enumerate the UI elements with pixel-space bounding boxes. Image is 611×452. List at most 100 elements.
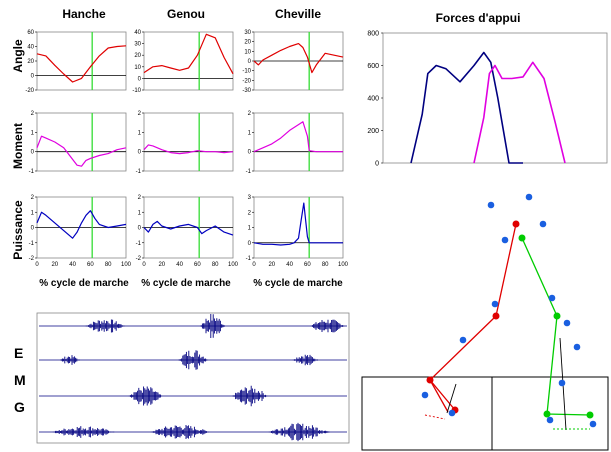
y-tick-label: 400 (367, 96, 379, 103)
y-tick-label: 0 (138, 226, 142, 232)
plots-layer: -200204060-10010203040-30-20-100102030-1… (25, 30, 608, 268)
series-line (143, 33, 234, 75)
y-tick-label: 20 (27, 59, 34, 65)
joint-right (543, 410, 551, 418)
y-tick-label: 0 (31, 150, 35, 156)
plot-moment-ankle: -1 0 1 2 (246, 111, 344, 175)
row-label-angle: Angle (11, 39, 25, 73)
plot-angle-hip: -20 0 20 40 60 (25, 30, 127, 94)
joint-left (512, 220, 520, 228)
emg-burst (128, 385, 268, 407)
y-tick-label: 1 (248, 226, 252, 232)
y-tick-label: 2 (248, 111, 252, 117)
x-tick-label: 20 (51, 262, 58, 268)
plot-angle-ankle: -30 -20 -10 0 10 20 30 (242, 30, 344, 94)
emg-letter-e: E (14, 345, 23, 361)
y-tick-label: 2 (138, 195, 142, 201)
y-tick-label: 40 (134, 30, 141, 36)
series-line (36, 45, 127, 83)
y-tick-label: 40 (27, 45, 34, 51)
x-tick-label: 40 (286, 262, 293, 268)
y-tick-label: -10 (242, 69, 251, 75)
y-tick-label: 600 (367, 63, 379, 70)
y-tick-label: 10 (134, 65, 141, 71)
y-tick-label: 0 (138, 150, 142, 156)
xlabel-ankle: % cycle de marche (253, 278, 343, 289)
x-tick-label: 60 (87, 262, 94, 268)
y-tick-label: -1 (246, 169, 252, 175)
y-tick-label: 2 (31, 111, 35, 117)
marker-dot (491, 300, 499, 308)
x-tick-label: 0 (35, 262, 39, 268)
y-tick-label: 10 (244, 49, 251, 55)
series-line (36, 135, 127, 167)
x-tick-label: 0 (252, 262, 256, 268)
y-tick-label: 1 (138, 210, 142, 216)
marker-dot (525, 193, 533, 201)
plot-frame (143, 112, 234, 172)
marker-dot (573, 343, 581, 351)
y-tick-label: 2 (138, 111, 142, 117)
y-tick-label: 30 (134, 42, 141, 48)
emg-burst (85, 314, 346, 338)
series-line (143, 144, 234, 155)
plot-angle-knee: -10 0 10 20 30 40 (132, 30, 234, 94)
joint-left (492, 312, 500, 320)
x-tick-label: 100 (228, 262, 239, 268)
y-tick-label: 0 (248, 241, 252, 247)
cop-left (424, 414, 446, 420)
x-tick-label: 100 (338, 262, 349, 268)
y-tick-label: 60 (27, 30, 34, 36)
emg-letter-m: M (14, 372, 26, 388)
row-label-power: Puissance (11, 200, 25, 260)
y-tick-label: -1 (29, 241, 35, 247)
plot-moment-hip: -1 0 1 2 (29, 111, 127, 175)
plot-forces: 0 200 400 600 800 (367, 31, 608, 168)
plot-frame (36, 31, 127, 91)
y-tick-label: 20 (244, 40, 251, 46)
y-tick-label: 30 (244, 30, 251, 36)
force-series-right (473, 61, 566, 164)
force-plate-frame (361, 376, 609, 451)
series-line (253, 42, 344, 74)
y-tick-label: 0 (31, 74, 35, 80)
marker-dot (448, 409, 456, 417)
series-line (253, 121, 343, 153)
y-tick-label: 1 (31, 210, 35, 216)
joint-right (518, 234, 526, 242)
x-tick-label: 100 (121, 262, 132, 268)
y-tick-label: -30 (242, 88, 251, 94)
left-leg (429, 223, 517, 411)
marker-dot (487, 201, 495, 209)
force-series-left (410, 51, 523, 164)
marker-dot (501, 236, 509, 244)
y-tick-label: -1 (246, 256, 252, 262)
x-tick-label: 20 (268, 262, 275, 268)
plot-moment-knee: -1 0 1 2 (136, 111, 234, 175)
joint-right (586, 411, 594, 419)
series-line (36, 210, 127, 239)
y-tick-label: 1 (248, 130, 252, 136)
y-tick-label: 1 (31, 130, 35, 136)
y-tick-label: -20 (25, 88, 34, 94)
header-hip: Hanche (62, 7, 106, 21)
x-tick-label: 80 (322, 262, 329, 268)
y-tick-label: -2 (136, 256, 142, 262)
y-tick-label: 0 (375, 161, 379, 168)
x-tick-label: 0 (142, 262, 146, 268)
y-tick-label: 1 (138, 130, 142, 136)
xlabel-hip: % cycle de marche (39, 278, 129, 289)
left-foot (429, 379, 449, 413)
marker-dot (459, 336, 467, 344)
skeleton-panel (361, 193, 609, 451)
plot-frame (36, 112, 127, 172)
y-tick-label: -2 (29, 256, 35, 262)
marker-dot (546, 416, 554, 424)
series-line (143, 220, 234, 236)
y-tick-label: 0 (138, 76, 142, 82)
y-tick-label: 0 (31, 226, 35, 232)
